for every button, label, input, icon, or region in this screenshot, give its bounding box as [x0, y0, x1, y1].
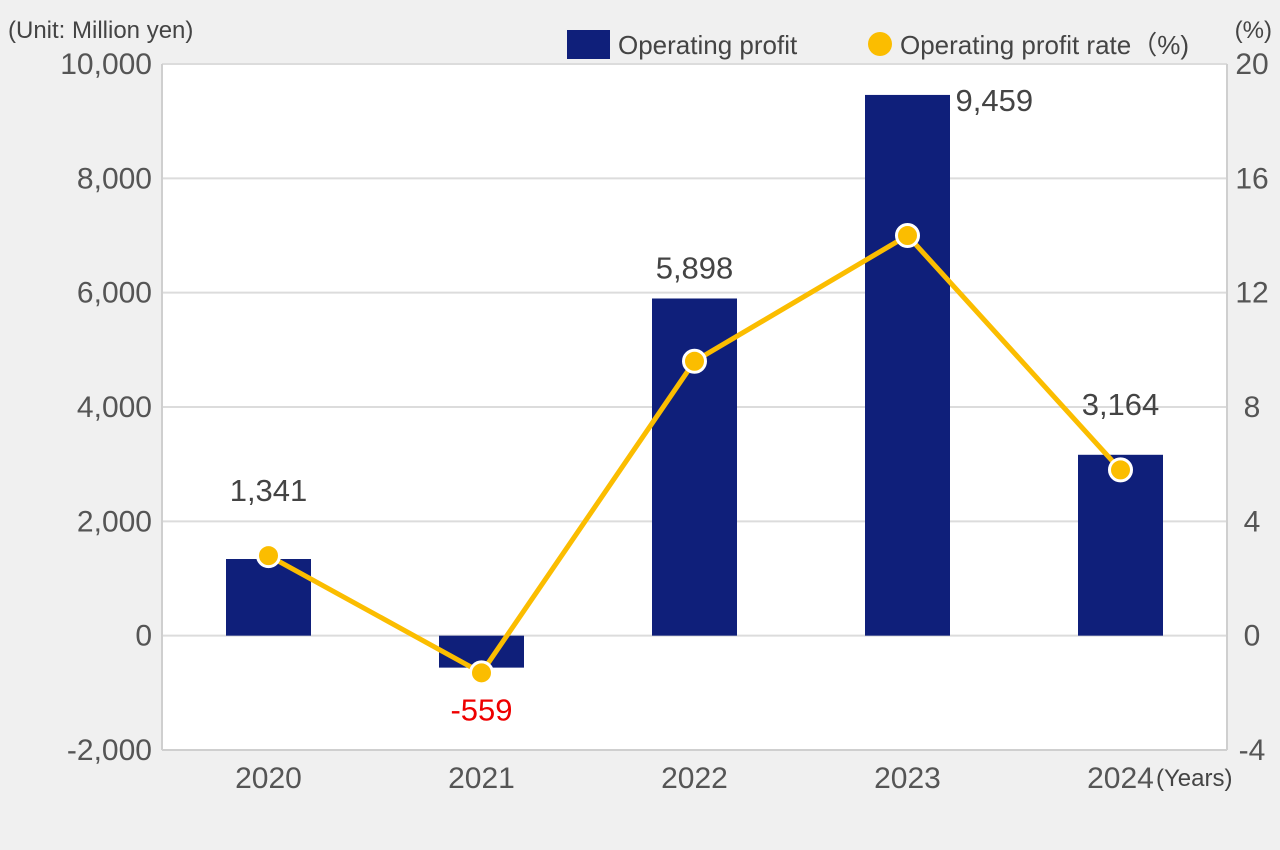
y-left-tick-label: -2,000	[67, 734, 152, 767]
legend-line-swatch	[868, 32, 892, 56]
y-left-tick-label: 8,000	[77, 162, 152, 195]
bar-data-label-2024: 3,164	[1082, 387, 1160, 422]
line-point-2024	[1108, 457, 1133, 483]
bar-data-label-2020: 1,341	[230, 473, 308, 508]
y-right-tick-label: 4	[1244, 505, 1261, 538]
y-right-tick-label: 20	[1235, 48, 1268, 81]
axes: -2,000 0 2,000 4,000 6,000 8,000 10,000 -4 0 4 8 12…	[60, 48, 1268, 795]
x-axis-unit: (Years)	[1156, 765, 1232, 792]
line-series	[256, 223, 1133, 686]
x-tick-label: 2024	[1087, 762, 1154, 795]
y-right-tick-label: 12	[1235, 277, 1268, 310]
legend-bar-label: Operating profit	[618, 30, 798, 60]
y-right-tick-label: 0	[1244, 620, 1261, 653]
bar-2023	[865, 94, 950, 636]
bar-data-label-2022: 5,898	[656, 250, 734, 285]
y-left-tick-label: 6,000	[77, 277, 152, 310]
y-right-tick-label: 8	[1244, 391, 1261, 424]
x-tick-label: 2023	[874, 762, 941, 795]
legend-bar-swatch	[567, 30, 610, 59]
x-tick-label: 2022	[661, 762, 728, 795]
line-point-2020	[256, 543, 281, 569]
x-tick-label: 2020	[235, 762, 302, 795]
y-left-tick-label: 10,000	[60, 48, 152, 81]
y-right-tick-label: 16	[1235, 162, 1268, 195]
bar-2024	[1078, 454, 1163, 636]
line-point-2021	[469, 660, 494, 686]
line-point-2022	[682, 348, 707, 374]
left-axis-unit: (Unit: Million yen)	[8, 17, 193, 44]
y-right-tick-label: -4	[1239, 734, 1266, 767]
y-left-tick-label: 0	[135, 620, 152, 653]
bar-data-label-2023: 9,459	[956, 83, 1034, 118]
x-tick-label: 2021	[448, 762, 515, 795]
legend: Operating profit Operating profit rate（%…	[567, 30, 1189, 60]
legend-line-label: Operating profit rate（%)	[900, 30, 1189, 60]
right-axis-unit: (%)	[1235, 17, 1272, 44]
y-left-tick-label: 4,000	[77, 391, 152, 424]
bar-data-label-2021: -559	[450, 693, 512, 728]
data-labels: 1,341 -559 5,898 9,459 3,164	[230, 83, 1160, 728]
y-left-tick-label: 2,000	[77, 505, 152, 538]
line-point-2023	[895, 223, 920, 248]
